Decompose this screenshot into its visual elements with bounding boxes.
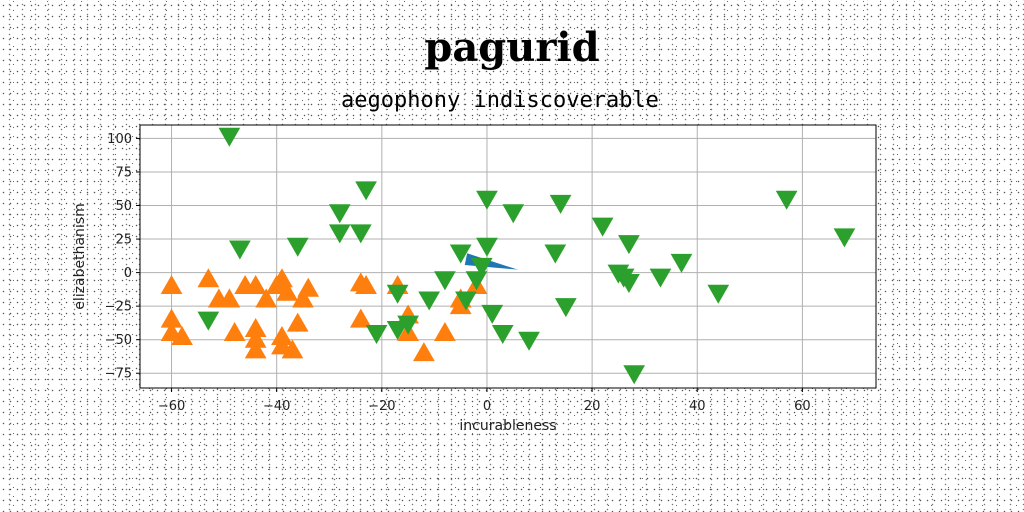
triangle-down-point xyxy=(707,284,730,304)
y-tick-label: −25 xyxy=(105,300,132,315)
triangle-up-point xyxy=(160,275,183,295)
triangle-down-point xyxy=(328,204,351,224)
chart-title: pagurid xyxy=(424,24,600,71)
triangle-down-point xyxy=(591,217,614,237)
data-marks xyxy=(160,127,856,385)
x-tick-label: 60 xyxy=(794,399,811,414)
triangle-up-point xyxy=(197,268,220,288)
triangle-up-point xyxy=(244,275,267,295)
triangle-down-point xyxy=(623,365,646,385)
triangle-down-point xyxy=(397,315,419,335)
chart-subtitle: aegophony indiscoverable xyxy=(341,88,659,113)
x-tick-label: −40 xyxy=(263,399,290,414)
triangle-up-point xyxy=(349,308,372,328)
triangle-down-point xyxy=(649,268,672,288)
triangle-up-point xyxy=(255,288,278,308)
triangle-down-point xyxy=(833,228,856,248)
triangle-down-point xyxy=(455,291,477,311)
triangle-up-point xyxy=(171,326,193,346)
x-tick-label: 40 xyxy=(689,399,706,414)
triangle-down-point xyxy=(544,244,567,264)
triangle-down-point xyxy=(386,284,409,304)
triangle-up-point xyxy=(355,275,377,295)
triangle-down-point xyxy=(502,204,525,224)
triangle-down-point xyxy=(355,181,377,201)
y-tick-label: 25 xyxy=(115,233,132,248)
triangle-down-point xyxy=(549,194,572,214)
triangle-down-point xyxy=(670,253,693,273)
triangle-down-point xyxy=(229,240,251,260)
x-tick-label: 0 xyxy=(483,399,491,414)
triangle-down-point xyxy=(218,127,241,147)
y-axis-label: elizabethanism xyxy=(72,203,88,309)
y-tick-label: 50 xyxy=(115,199,132,214)
triangle-up-point xyxy=(244,339,267,359)
axis-ticks: −60 −40 −20 0 20 40 60 −75 −50 −25 0 25 50 75 100 xyxy=(105,132,811,414)
triangle-down-point xyxy=(554,298,577,318)
triangle-down-point xyxy=(481,304,504,324)
plot-background xyxy=(140,125,876,388)
triangle-up-point xyxy=(223,321,246,341)
y-tick-label: 75 xyxy=(115,165,132,180)
triangle-up-point xyxy=(276,281,299,301)
triangle-down-point xyxy=(775,190,798,210)
triangle-down-point xyxy=(286,237,309,257)
triangle-down-point xyxy=(470,257,493,277)
triangle-up-point xyxy=(281,339,304,359)
x-tick-label: −20 xyxy=(368,399,395,414)
triangle-down-point xyxy=(449,244,472,264)
x-tick-label: 20 xyxy=(584,399,601,414)
y-tick-label: −75 xyxy=(105,367,132,382)
triangle-up-point xyxy=(218,288,241,308)
x-tick-label: −60 xyxy=(158,399,185,414)
triangle-down-point xyxy=(328,224,351,244)
triangle-down-point xyxy=(434,271,456,291)
triangle-down-point xyxy=(418,291,441,311)
plot-frame xyxy=(139,124,877,389)
grid-lines xyxy=(140,125,876,388)
triangle-up-point xyxy=(286,312,309,332)
triangle-down-point xyxy=(365,324,388,344)
y-tick-label: 100 xyxy=(107,132,132,147)
triangle-up-point xyxy=(297,277,320,297)
x-axis-label: incurableness xyxy=(459,418,556,434)
y-tick-label: 0 xyxy=(124,266,132,281)
triangle-down-point xyxy=(197,311,220,331)
triangle-up-point xyxy=(413,342,435,362)
triangle-down-point xyxy=(618,235,640,255)
triangle-down-point xyxy=(476,237,498,257)
triangle-up-point xyxy=(292,288,314,308)
triangle-down-point xyxy=(386,320,409,340)
triangle-down-point xyxy=(349,224,372,244)
triangle-down-point xyxy=(618,273,640,294)
triangle-down-point xyxy=(518,331,540,351)
y-tick-label: −50 xyxy=(105,333,132,348)
triangle-down-point xyxy=(476,190,498,210)
triangle-down-point xyxy=(491,324,514,344)
triangle-up-point xyxy=(434,321,456,341)
